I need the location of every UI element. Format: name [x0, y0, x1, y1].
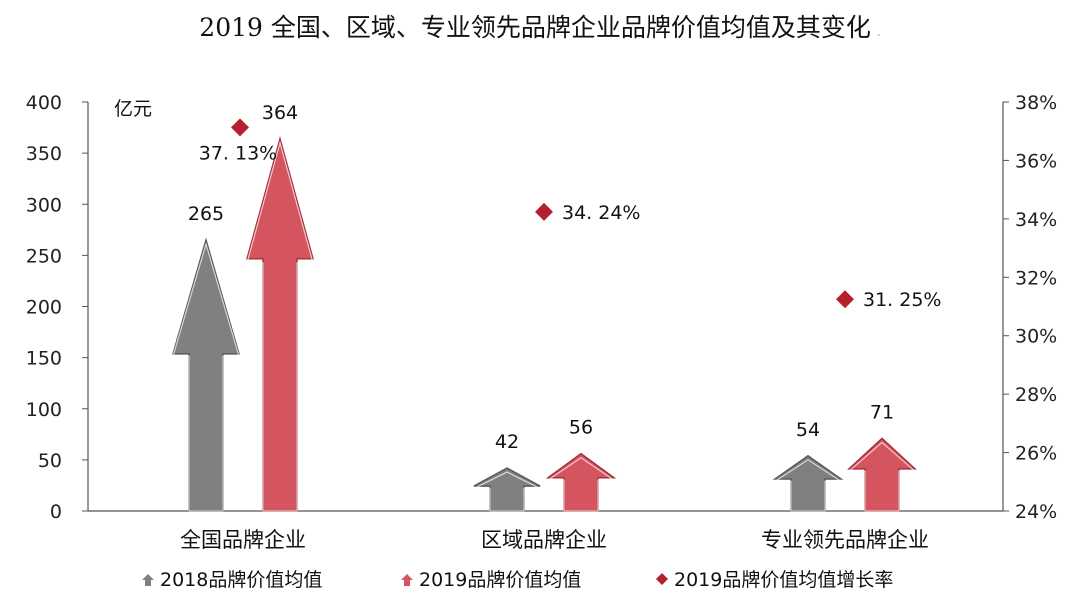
arrow-highlight	[246, 140, 314, 512]
y-tick-label: 0	[50, 501, 62, 523]
y2-tick-label: 30%	[1015, 326, 1057, 348]
legend-label-growth: 2019品牌价值均值增长率	[674, 569, 893, 591]
arrow-2018	[772, 454, 844, 512]
arrow-highlight	[772, 459, 844, 512]
y2-tick-label: 32%	[1015, 267, 1057, 289]
growth-rate-marker	[231, 118, 249, 137]
y2-tick-label: 26%	[1015, 443, 1057, 465]
y-tick-label: 200	[26, 297, 62, 319]
chart-title: 2019 全国、区域、专业领先品牌企业品牌价值均值及其变化.	[199, 13, 881, 42]
y-tick-label: 50	[38, 450, 62, 472]
arrow-2019	[246, 135, 314, 512]
arrow-2019	[847, 437, 917, 512]
legend-label-2018: 2018品牌价值均值	[160, 569, 322, 591]
growth-rate-marker	[836, 290, 854, 309]
x-category-label: 专业领先品牌企业	[761, 528, 929, 552]
data-label-2019: 71	[870, 401, 894, 423]
legend-icon-growth	[656, 573, 668, 585]
growth-rate-label: 31. 25%	[863, 289, 942, 311]
legend-icon-2019	[401, 574, 413, 586]
data-label-2018: 265	[188, 203, 224, 225]
y-axis-unit: 亿元	[114, 98, 152, 120]
legend-label-2019: 2019品牌价值均值	[419, 569, 581, 591]
y-tick-label: 250	[26, 245, 62, 267]
y2-tick-label: 28%	[1015, 384, 1057, 406]
y-tick-label: 350	[26, 143, 62, 165]
y-tick-label: 150	[26, 348, 62, 370]
arrow-2018	[172, 237, 240, 512]
y2-tick-label: 24%	[1015, 501, 1057, 523]
arrow-2019	[545, 452, 617, 512]
y2-tick-label: 36%	[1015, 150, 1057, 172]
y2-tick-label: 38%	[1015, 92, 1057, 114]
data-label-2019: 364	[262, 102, 298, 124]
legend-icon-2018	[142, 574, 154, 586]
growth-rate-marker	[535, 202, 553, 221]
growth-rate-label: 37. 13%	[199, 142, 278, 164]
y-tick-label: 100	[26, 399, 62, 421]
x-category-label: 全国品牌企业	[180, 528, 306, 552]
arrow-highlight	[473, 471, 541, 512]
arrow-2018	[473, 467, 541, 512]
arrow-highlight	[546, 457, 616, 512]
y-tick-label: 300	[26, 194, 62, 216]
y-tick-label: 400	[26, 92, 62, 114]
data-label-2018: 54	[796, 419, 820, 441]
arrow-highlight	[172, 241, 240, 512]
arrow-highlight	[847, 441, 917, 512]
y2-tick-label: 34%	[1015, 209, 1057, 231]
data-label-2018: 42	[495, 431, 519, 453]
growth-rate-label: 34. 24%	[562, 202, 641, 224]
x-category-label: 区域品牌企业	[481, 528, 607, 552]
data-label-2019: 56	[569, 417, 593, 439]
